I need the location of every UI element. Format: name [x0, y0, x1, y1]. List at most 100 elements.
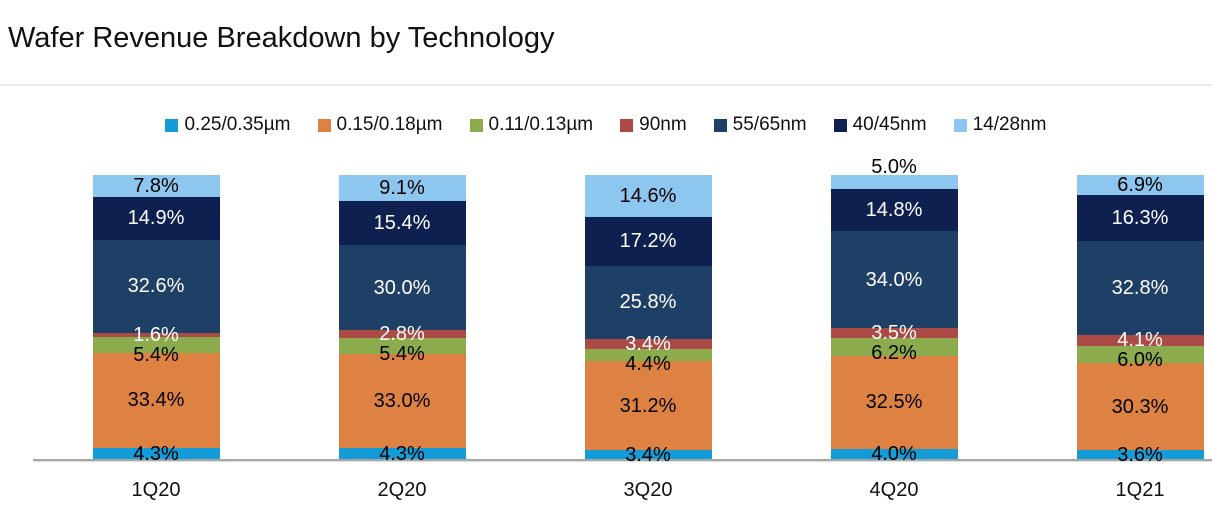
bar-segment: [338, 330, 466, 339]
bar-value-label: 7.8%: [133, 175, 179, 198]
legend-label: 90nm: [639, 114, 687, 135]
bar-value-label: 15.4%: [373, 211, 431, 234]
bar-value-label: 9.1%: [379, 176, 425, 199]
bar-value-label: 4.3%: [133, 442, 179, 465]
bar-value-label: 31.2%: [619, 394, 677, 417]
bar-value-label: 4.4%: [625, 352, 671, 375]
x-axis-label: 1Q21: [1115, 479, 1165, 501]
bar-segment: [584, 450, 712, 460]
bar-value-label: 4.3%: [379, 442, 425, 465]
bar-segment: [830, 231, 958, 329]
legend-swatch: [469, 118, 483, 132]
x-axis-line: [33, 459, 1212, 462]
legend: 0.25/0.35µm 0.15/0.18µm 0.11/0.13µm 90nm 55/…: [0, 112, 1212, 138]
bar-segment: [830, 338, 958, 356]
legend-item: 90nm: [620, 114, 687, 136]
bar-value-label: 17.2%: [619, 230, 677, 253]
bar-segment: [338, 200, 466, 245]
bar-value-label: 32.8%: [1111, 276, 1169, 299]
bar-segment: [1076, 334, 1204, 347]
bar-segment: [338, 353, 466, 448]
bar-value-label: 33.0%: [373, 389, 431, 412]
legend-item: 0.15/0.18µm: [317, 114, 443, 136]
bar-value-label: 3.4%: [625, 444, 671, 467]
bar-value-label: 3.5%: [871, 322, 917, 345]
bar-segment: [1076, 449, 1204, 460]
chart-title: Wafer Revenue Breakdown by Technology: [8, 22, 555, 54]
bar-value-label: 32.6%: [127, 275, 185, 298]
x-axis-label: 1Q20: [131, 479, 181, 501]
bar-segment: [584, 348, 712, 362]
bar-segment: [92, 174, 220, 198]
bar-segment: [830, 448, 958, 460]
bar-value-label: 6.2%: [871, 342, 917, 365]
bar-segment: [1076, 241, 1204, 335]
bar-value-label: 5.4%: [379, 343, 425, 366]
bar-segment: [830, 174, 958, 190]
bar-value-label: 5.0%: [871, 155, 917, 178]
legend-label: 14/28nm: [972, 114, 1047, 135]
legend-swatch: [833, 118, 847, 132]
bar-segment: [1076, 194, 1204, 242]
legend-item: 0.11/0.13µm: [469, 114, 594, 136]
x-axis-label: 4Q20: [869, 479, 919, 501]
bar-segment: [830, 189, 958, 232]
bar-segment: [92, 197, 220, 240]
bar-value-label: 14.9%: [127, 207, 185, 230]
bar-segment: [1076, 174, 1204, 195]
bar-segment: [92, 239, 220, 333]
x-axis-label: 2Q20: [377, 479, 427, 501]
bar-value-label: 6.0%: [1117, 349, 1163, 372]
bar-value-label: 3.4%: [625, 332, 671, 355]
bar-segment: [92, 332, 220, 338]
bar-value-label: 14.8%: [865, 199, 923, 222]
bar-value-label: 4.0%: [871, 443, 917, 466]
legend-swatch: [620, 118, 634, 132]
bar-value-label: 32.5%: [865, 391, 923, 414]
bar-segment: [584, 265, 712, 340]
legend-label: 0.25/0.35µm: [184, 114, 291, 135]
bar-segment: [338, 338, 466, 354]
bar-value-label: 1.6%: [133, 323, 179, 346]
bar-value-label: 34.0%: [865, 268, 923, 291]
title-divider: [0, 84, 1212, 86]
bar-segment: [584, 361, 712, 451]
bar-segment: [830, 355, 958, 449]
bar-segment: [1076, 363, 1204, 450]
bar-segment: [92, 447, 220, 460]
bar-segment: [92, 337, 220, 353]
bar-value-label: 3.6%: [1117, 443, 1163, 466]
bar-value-label: 14.6%: [619, 184, 677, 207]
legend-swatch: [165, 118, 179, 132]
bar-value-label: 33.4%: [127, 389, 185, 412]
bar-value-label: 4.1%: [1117, 329, 1163, 352]
legend-label: 0.11/0.13µm: [488, 114, 594, 135]
bar-segment: [584, 174, 712, 217]
bar-value-label: 6.9%: [1117, 173, 1163, 196]
legend-item: 55/65nm: [713, 114, 807, 136]
legend-label: 40/45nm: [852, 114, 927, 135]
bar-segment: [338, 174, 466, 201]
legend-swatch: [317, 118, 331, 132]
bar-segment: [830, 328, 958, 339]
bar-value-label: 16.3%: [1111, 206, 1169, 229]
bar-segment: [92, 352, 220, 448]
bar-value-label: 2.8%: [379, 323, 425, 346]
bar-value-label: 30.0%: [373, 276, 431, 299]
legend-item: 14/28nm: [953, 114, 1047, 136]
bar-segment: [1076, 346, 1204, 364]
legend-label: 0.15/0.18µm: [336, 114, 443, 135]
legend-swatch: [713, 118, 727, 132]
bar-segment: [338, 244, 466, 331]
bar-segment: [338, 447, 466, 460]
legend-label: 55/65nm: [732, 114, 807, 135]
legend-swatch: [953, 118, 967, 132]
bar-value-label: 5.4%: [133, 343, 179, 366]
bar-segment: [584, 339, 712, 349]
bar-segment: [584, 216, 712, 266]
x-axis-label: 3Q20: [623, 479, 673, 501]
bar-value-label: 30.3%: [1111, 395, 1169, 418]
legend-item: 40/45nm: [833, 114, 927, 136]
